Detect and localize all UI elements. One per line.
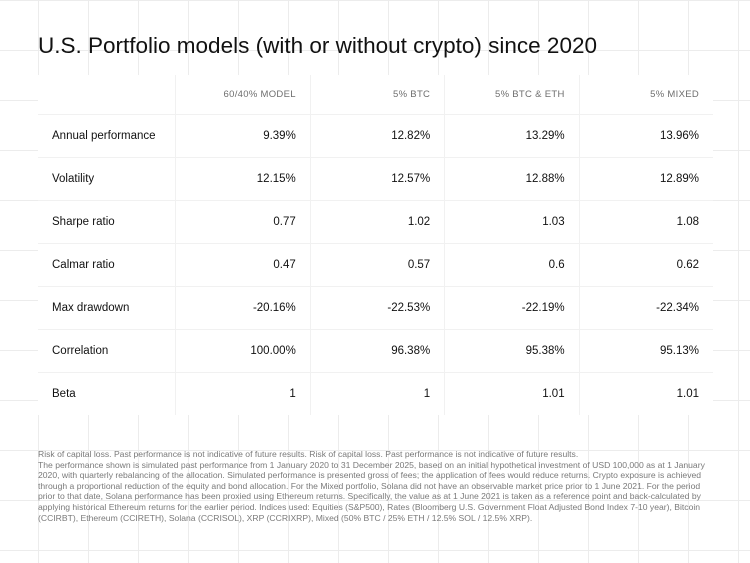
table-cell: -22.19% — [444, 286, 579, 329]
table-header-row: 60/40% MODEL 5% BTC 5% BTC & ETH 5% MIXE… — [38, 75, 714, 114]
table-row: Calmar ratio 0.47 0.57 0.6 0.62 — [38, 243, 714, 286]
methodology-note: The performance shown is simulated past … — [38, 459, 705, 523]
table-row: Max drawdown -20.16% -22.53% -22.19% -22… — [38, 286, 714, 329]
table-cell: 0.57 — [309, 243, 445, 286]
header-cell-6040-model: 60/40% MODEL — [175, 75, 310, 114]
row-label: Annual performance — [38, 114, 176, 157]
table-cell: 1 — [175, 372, 310, 415]
row-label: Volatility — [38, 157, 176, 200]
table-cell: 100.00% — [175, 329, 310, 372]
table-cell: -22.34% — [578, 286, 714, 329]
table-cell: 12.89% — [578, 157, 714, 200]
table-cell: 0.47 — [175, 243, 310, 286]
row-label: Beta — [38, 372, 176, 415]
table-cell: 0.77 — [175, 200, 310, 243]
table-cell: 13.96% — [578, 114, 714, 157]
disclaimer-line: Risk of capital loss. Past performance i… — [38, 449, 579, 459]
table-cell: 12.88% — [444, 157, 579, 200]
table-row: Annual performance 9.39% 12.82% 13.29% 1… — [38, 114, 714, 157]
table-row: Sharpe ratio 0.77 1.02 1.03 1.08 — [38, 200, 714, 243]
table-cell: 96.38% — [309, 329, 445, 372]
table-cell: 13.29% — [444, 114, 579, 157]
row-label: Calmar ratio — [38, 243, 176, 286]
header-cell-5-btc: 5% BTC — [309, 75, 445, 114]
table-cell: 9.39% — [175, 114, 310, 157]
row-label: Max drawdown — [38, 286, 176, 329]
table-cell: 12.15% — [175, 157, 310, 200]
page-title: U.S. Portfolio models (with or without c… — [38, 33, 597, 58]
table-cell: 1.01 — [444, 372, 579, 415]
table-cell: 0.6 — [444, 243, 579, 286]
table-cell: 12.82% — [309, 114, 445, 157]
row-label: Sharpe ratio — [38, 200, 176, 243]
table-row: Volatility 12.15% 12.57% 12.88% 12.89% — [38, 157, 714, 200]
table-cell: -20.16% — [175, 286, 310, 329]
table-cell: 1 — [309, 372, 445, 415]
table-row: Correlation 100.00% 96.38% 95.38% 95.13% — [38, 329, 714, 372]
table-cell: 0.62 — [578, 243, 714, 286]
table-cell: -22.53% — [309, 286, 445, 329]
header-cell-5-btc-eth: 5% BTC & ETH — [444, 75, 579, 114]
table-cell: 1.01 — [578, 372, 714, 415]
table-cell: 1.08 — [578, 200, 714, 243]
table-cell: 1.03 — [444, 200, 579, 243]
header-cell-5-mixed: 5% MIXED — [578, 75, 714, 114]
table-cell: 1.02 — [309, 200, 445, 243]
table-cell: 95.13% — [578, 329, 714, 372]
disclaimer-footnote: Risk of capital loss. Past performance i… — [38, 449, 718, 523]
portfolio-table: 60/40% MODEL 5% BTC 5% BTC & ETH 5% MIXE… — [38, 75, 714, 415]
table-cell: 95.38% — [444, 329, 579, 372]
header-cell-label — [38, 75, 176, 114]
row-label: Correlation — [38, 329, 176, 372]
table-row: Beta 1 1 1.01 1.01 — [38, 372, 714, 415]
table-cell: 12.57% — [309, 157, 445, 200]
